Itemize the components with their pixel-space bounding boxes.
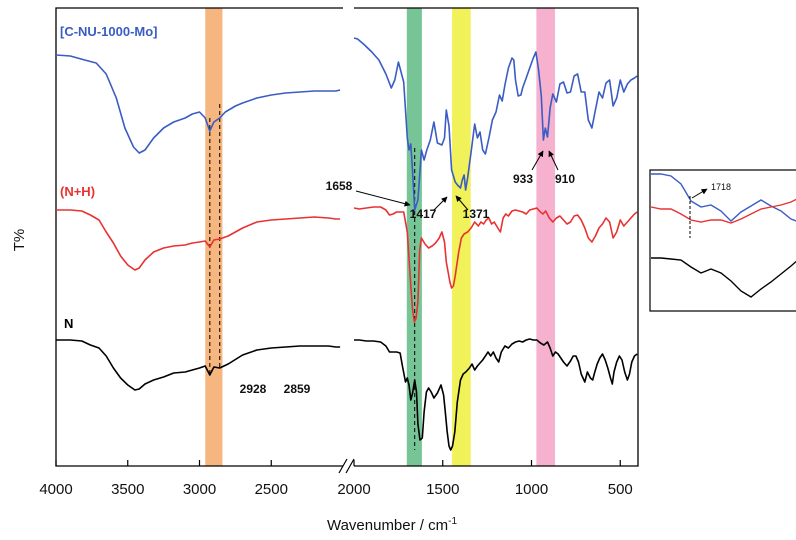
x-tick-label-3500: 3500	[111, 481, 144, 498]
series-line-2-left	[56, 339, 341, 391]
peak-label-1417: 1417	[410, 207, 437, 221]
inset-series-line-2	[651, 257, 796, 298]
annotation-arrow-1371	[455, 195, 469, 211]
highlight-band-1660	[406, 8, 422, 466]
series-line-2-right	[354, 338, 638, 451]
inset-peak-label: 1718	[711, 182, 731, 192]
series-labels: [C-NU-1000-Mo] (N+H) N	[60, 24, 158, 331]
x-axis-ticks	[55, 460, 621, 466]
series-label-1: (N+H)	[60, 184, 95, 199]
series-line-0-right	[353, 37, 638, 211]
series-label-0: [C-NU-1000-Mo]	[60, 24, 158, 39]
x-tick-label-3000: 3000	[183, 481, 216, 498]
peak-label-910: 910	[555, 172, 575, 186]
x-axis-label: Wavenumber / cm-1	[327, 516, 457, 534]
annotation-arrow-1658	[355, 190, 411, 207]
inset-series-line-1	[650, 198, 796, 224]
peak-label-2859: 2859	[284, 382, 311, 396]
inset-arrow	[691, 188, 708, 199]
inset-series-line-0	[651, 173, 796, 222]
x-tick-label-4000: 4000	[39, 481, 72, 498]
x-tick-label-500: 500	[608, 481, 633, 498]
inset-frame	[649, 169, 796, 312]
peak-annotations: 2928 2859 1658 1417 1371 933 910	[240, 150, 575, 396]
axis-break-marker	[338, 458, 355, 474]
series-line-1-right	[353, 206, 638, 323]
peak-label-1371: 1371	[463, 207, 490, 221]
annotation-arrow-1417	[433, 196, 448, 211]
series-label-2: N	[64, 316, 73, 331]
series-lines	[55, 37, 638, 451]
annotation-arrow-910	[548, 150, 559, 171]
y-axis-label: T%	[11, 229, 28, 252]
series-line-1-left	[56, 209, 341, 271]
peak-label-1658: 1658	[326, 179, 353, 193]
x-tick-label-2000: 2000	[337, 481, 370, 498]
x-axis-label-text: Wavenumber / cm	[327, 517, 448, 534]
peak-label-933: 933	[513, 172, 533, 186]
x-tick-label-1000: 1000	[515, 481, 548, 498]
highlight-band-920	[536, 8, 556, 466]
highlight-bands	[205, 8, 556, 466]
x-tick-label-2500: 2500	[255, 481, 288, 498]
x-axis-tick-labels: 4000 3500 3000 2500 2000 1500 1000 500	[39, 481, 632, 498]
x-axis-label-superscript: -1	[448, 516, 457, 527]
right-axes-frame	[354, 7, 639, 467]
annotation-arrow-933	[531, 150, 544, 171]
series-line-0-left	[55, 54, 341, 154]
peak-label-2928: 2928	[240, 382, 267, 396]
left-axes-frame	[55, 7, 343, 467]
x-tick-label-1500: 1500	[426, 481, 459, 498]
dashed-markers	[209, 104, 416, 450]
inset-plot: 1718	[650, 173, 796, 298]
